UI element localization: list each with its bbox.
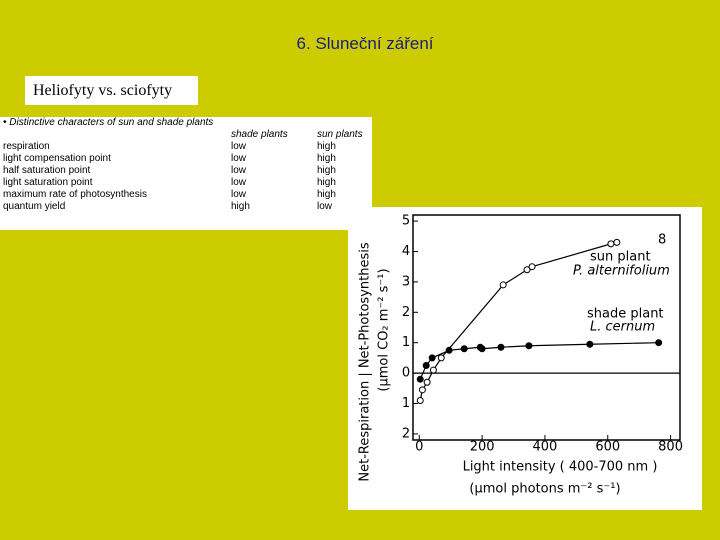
data-point xyxy=(478,345,486,353)
col-header: shade plants xyxy=(231,129,288,140)
caption-text: Distinctive characters of sun and shade … xyxy=(9,117,214,128)
table-cell: light compensation point xyxy=(3,153,111,164)
table-cell: respiration xyxy=(3,141,50,152)
table-row: light compensation point low high xyxy=(3,153,363,165)
y-tick-label: 0 xyxy=(402,366,410,381)
y-tick-label: 5 xyxy=(402,214,410,229)
table-cell: high xyxy=(317,189,336,200)
table-cell: high xyxy=(317,177,336,188)
col-header: sun plants xyxy=(317,129,363,140)
x-tick-label: 400 xyxy=(533,440,558,455)
data-point xyxy=(528,263,536,271)
annotation: L. cernum xyxy=(590,320,655,335)
chart-bg xyxy=(348,207,702,510)
y-axis-label: (μmol CO₂ m⁻² s⁻¹) xyxy=(377,268,392,391)
series-label: sun plant xyxy=(590,250,651,265)
plot-frame xyxy=(412,214,681,441)
y-tick-label: 1 xyxy=(402,335,410,350)
table-row: light saturation point low high xyxy=(3,177,363,189)
table-cell: low xyxy=(231,189,247,200)
table-cell: half saturation point xyxy=(3,165,91,176)
table-grid: • Distinctive characters of sun and shad… xyxy=(3,117,363,213)
table-caption: • Distinctive characters of sun and shad… xyxy=(3,117,214,128)
data-point xyxy=(429,366,437,374)
data-point xyxy=(416,375,424,383)
table: • Distinctive characters of sun and shad… xyxy=(0,117,372,230)
table-cell: quantum yield xyxy=(3,201,66,212)
table-cell: low xyxy=(231,177,247,188)
data-point xyxy=(445,346,453,354)
x-axis-label: (μmol photons m⁻² s⁻¹) xyxy=(469,482,620,497)
series-label: shade plant xyxy=(587,307,664,322)
table-cell: high xyxy=(317,153,336,164)
data-point xyxy=(499,281,507,289)
data-point xyxy=(423,378,431,386)
series-line xyxy=(419,241,618,401)
y-tick-label: 4 xyxy=(402,244,410,259)
y-axis-label: Net-Respiration | Net-Photosynthesis xyxy=(358,242,373,481)
table-cell: low xyxy=(231,165,247,176)
table-row: quantum yield high low xyxy=(3,201,363,213)
x-tick-label: 200 xyxy=(470,440,495,455)
y-tick-label: 3 xyxy=(402,274,410,289)
table-row: maximum rate of photosynthesis low high xyxy=(3,189,363,201)
y-tick-label: 2 xyxy=(402,305,410,320)
annotation: 8 xyxy=(658,233,666,248)
y-tick-label: 1 xyxy=(402,396,410,411)
data-point xyxy=(418,386,426,394)
label-box: Heliofyty vs. sciofyty xyxy=(25,76,198,105)
table-row: respiration low high xyxy=(3,141,363,153)
table-cell: high xyxy=(317,165,336,176)
annotation: P. alternifolium xyxy=(573,264,670,279)
data-point xyxy=(437,354,445,362)
table-cell: high xyxy=(231,201,250,212)
data-point xyxy=(428,354,436,362)
table-cell: low xyxy=(231,141,247,152)
data-point xyxy=(613,238,621,246)
x-axis-label: Light intensity ( 400-700 nm ) xyxy=(463,460,658,475)
x-tick-label: 0 xyxy=(415,440,423,455)
table-row: half saturation point low high xyxy=(3,165,363,177)
table-cell: high xyxy=(317,141,336,152)
data-point xyxy=(523,266,531,274)
data-point xyxy=(586,340,594,348)
data-point xyxy=(422,362,430,370)
table-cell: light saturation point xyxy=(3,177,93,188)
table-cell: low xyxy=(317,201,333,212)
table-cell: low xyxy=(231,153,247,164)
data-point xyxy=(655,339,663,347)
data-point xyxy=(607,240,615,248)
x-tick-label: 600 xyxy=(595,440,620,455)
data-point xyxy=(525,342,533,350)
data-point xyxy=(497,343,505,351)
table-cell: maximum rate of photosynthesis xyxy=(3,189,147,200)
data-point xyxy=(460,345,468,353)
x-tick-label: 800 xyxy=(658,440,683,455)
data-point xyxy=(416,396,424,404)
slide-title: 6. Sluneční záření xyxy=(296,34,434,53)
y-tick-label: 2 xyxy=(402,426,410,441)
